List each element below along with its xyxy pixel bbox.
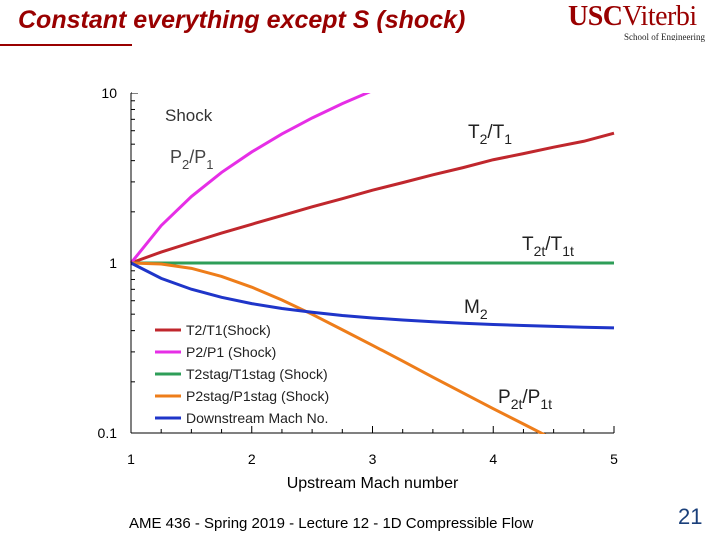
plot-bottom-mask bbox=[132, 434, 615, 444]
annotation-t2tt1t: T2t/T1t bbox=[522, 234, 574, 259]
legend-label: P2stag/P1stag (Shock) bbox=[186, 388, 329, 404]
x-tick-label: 2 bbox=[248, 451, 256, 467]
x-tick-label: 1 bbox=[127, 451, 135, 467]
usc-viterbi-logo: USCViterbi School of Engineering bbox=[568, 2, 713, 44]
annotation-t2t1: T2/T1 bbox=[468, 122, 512, 147]
logo-usc-text: USC bbox=[568, 1, 623, 32]
series-line bbox=[129, 89, 374, 264]
legend-label: Downstream Mach No. bbox=[186, 410, 328, 426]
page-number: 21 bbox=[678, 504, 703, 529]
y-tick-label: 10 bbox=[101, 85, 117, 101]
legend-label: T2stag/T1stag (Shock) bbox=[186, 366, 328, 382]
x-axis-label: Upstream Mach number bbox=[287, 475, 459, 492]
y-tick-label: 0.1 bbox=[98, 425, 118, 441]
slide-title: Constant everything except S (shock) bbox=[18, 6, 466, 34]
y-tick-label: 1 bbox=[109, 255, 117, 271]
x-tick-label: 3 bbox=[369, 451, 377, 467]
plot-top-mask bbox=[132, 40, 675, 93]
x-tick-label: 4 bbox=[489, 451, 497, 467]
legend-label: P2/P1 (Shock) bbox=[186, 344, 276, 360]
legend-label: T2/T1(Shock) bbox=[186, 322, 271, 338]
logo-subtitle: School of Engineering bbox=[624, 32, 705, 42]
series-line bbox=[130, 261, 615, 330]
series-line bbox=[130, 131, 615, 265]
annotation-m2: M2 bbox=[464, 297, 488, 322]
annotation-p2tp1t: P2t/P1t bbox=[498, 387, 552, 412]
logo-viterbi-text: Viterbi bbox=[622, 1, 698, 32]
x-tick-label: 5 bbox=[610, 451, 618, 467]
series-line bbox=[130, 261, 555, 441]
annotation-shock: Shock bbox=[165, 106, 213, 125]
slide-footer: AME 436 - Spring 2019 - Lecture 12 - 1D … bbox=[129, 515, 534, 532]
annotation-p2p1: P2/P1 bbox=[170, 147, 214, 172]
